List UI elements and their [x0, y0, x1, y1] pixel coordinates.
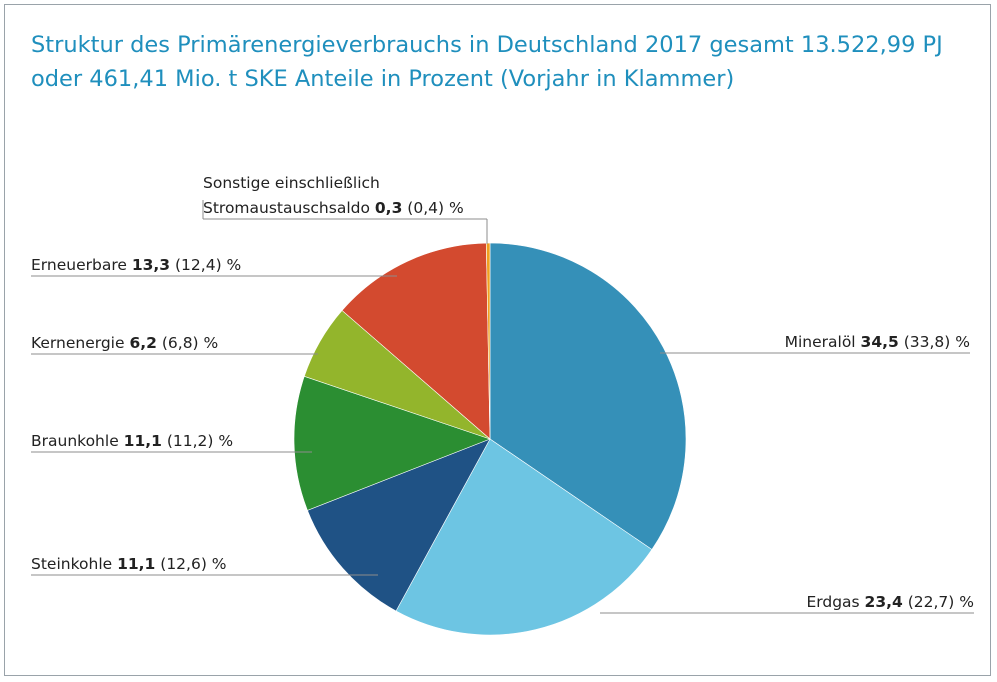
label-mineralöl: Mineralöl 34,5 (33,8) %: [785, 333, 970, 351]
label-sonstige-line-1: Sonstige einschließlich: [203, 174, 380, 192]
pie-slice-sonstige: [485, 242, 491, 440]
label-erdgas: Erdgas 23,4 (22,7) %: [806, 593, 974, 611]
pie-slice-erdgas: [395, 438, 653, 636]
chart-title-line-2: oder 461,41 Mio. t SKE Anteile in Prozen…: [31, 66, 735, 92]
label-erneuerbare: Erneuerbare 13,3 (12,4) %: [31, 256, 241, 274]
pie-slice-erneuerbare: [341, 242, 491, 440]
slice-labels: Mineralöl 34,5 (33,8) % Erdgas 23,4 (22,7…: [31, 174, 974, 611]
chart-title: Struktur des Primärenergieverbrauchs in …: [31, 28, 971, 96]
label-steinkohle: Steinkohle 11,1 (12,6) %: [31, 555, 227, 573]
chart-title-line-1: Struktur des Primärenergieverbrauchs in …: [31, 32, 943, 58]
pie-slices: [293, 242, 687, 636]
pie-slice-steinkohle: [307, 438, 491, 612]
leader-lines: [31, 200, 974, 614]
pie-slice-braunkohle: [293, 375, 491, 511]
label-braunkohle: Braunkohle 11,1 (11,2) %: [31, 432, 233, 450]
pie-slice-mineralöl: [489, 242, 687, 550]
label-sonstige-line-2: Stromaustauschsaldo 0,3 (0,4) %: [203, 199, 464, 217]
label-kernenergie: Kernenergie 6,2 (6,8) %: [31, 334, 218, 352]
